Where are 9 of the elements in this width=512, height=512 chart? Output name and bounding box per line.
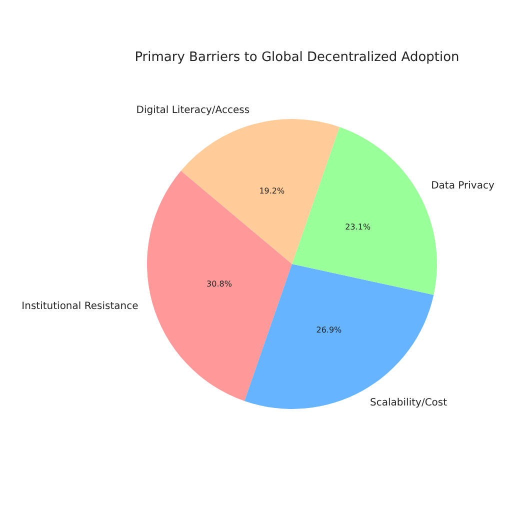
chart-title: Primary Barriers to Global Decentralized Adoption xyxy=(134,50,460,65)
slice-label: Data Privacy xyxy=(431,180,494,192)
slice-label: Institutional Resistance xyxy=(22,300,138,312)
data-label: 26.9% xyxy=(316,325,342,334)
slice-label: Scalability/Cost xyxy=(370,398,448,409)
data-label: 30.8% xyxy=(206,280,232,289)
data-label: 19.2% xyxy=(259,186,285,196)
slice-label: Digital Literacy/Access xyxy=(136,104,250,116)
data-label: 23.1% xyxy=(345,222,371,232)
